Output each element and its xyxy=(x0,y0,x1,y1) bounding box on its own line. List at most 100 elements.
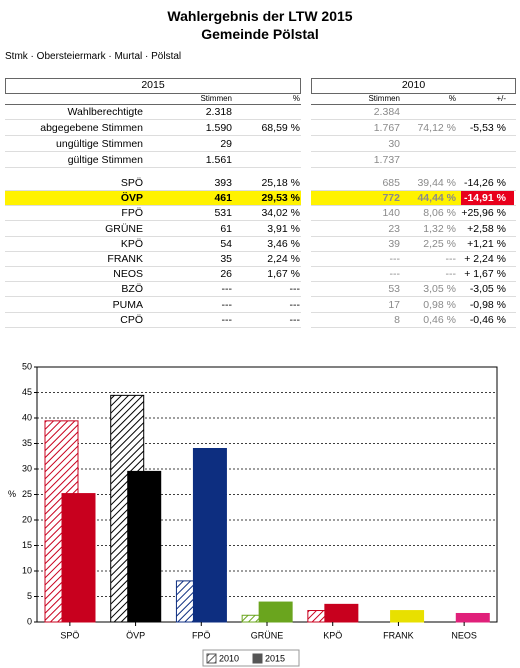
rule xyxy=(5,151,301,152)
rule xyxy=(311,311,516,313)
rule xyxy=(5,119,301,120)
cell: -14,26 % xyxy=(463,177,506,189)
rule xyxy=(311,104,516,105)
cell: 2.384 xyxy=(373,106,400,118)
row-label: FPÖ xyxy=(121,207,143,220)
cell: 1,32 % xyxy=(423,222,456,235)
row-label: abgegebene Stimmen xyxy=(40,122,143,134)
breadcrumb: Stmk · Obersteiermark · Murtal · Pölstal xyxy=(5,51,182,62)
y-axis-label: % xyxy=(8,489,16,499)
cell: 0,46 % xyxy=(423,313,456,326)
rule xyxy=(5,205,301,207)
row-label: Wahlberechtigte xyxy=(67,106,143,118)
cell: 8 xyxy=(394,313,400,326)
rule xyxy=(311,135,516,136)
row-label: ÖVP xyxy=(120,192,143,205)
cell: --- xyxy=(221,298,233,311)
cell: 30 xyxy=(388,138,400,150)
header-box xyxy=(311,78,516,94)
cell: 393 xyxy=(214,177,232,189)
cell: 2,24 % xyxy=(267,253,300,265)
cell: 8,06 % xyxy=(423,207,456,220)
cell: 3,46 % xyxy=(267,237,300,250)
row-label: gültige Stimmen xyxy=(67,154,143,166)
x-tick-label: FRANK xyxy=(383,630,414,640)
cell: 44,44 % xyxy=(417,192,456,205)
cell: 54 xyxy=(220,237,232,250)
bar xyxy=(390,610,425,623)
row-label: FRANK xyxy=(107,253,143,265)
cell: --- xyxy=(445,253,457,265)
cell: +/- xyxy=(496,94,506,103)
bar xyxy=(324,603,359,623)
cell: 3,91 % xyxy=(267,222,300,235)
rule xyxy=(5,311,301,313)
cell: -5,53 % xyxy=(469,122,506,134)
rule xyxy=(5,220,301,222)
cell: 2.318 xyxy=(205,106,232,118)
cell: 35 xyxy=(220,253,232,265)
cell: --- xyxy=(389,268,401,281)
cell: 39,44 % xyxy=(417,177,456,189)
header-box xyxy=(5,78,301,94)
rule xyxy=(311,205,516,207)
cell: 1.590 xyxy=(205,122,232,134)
bar xyxy=(258,601,293,623)
cell: --- xyxy=(289,313,301,326)
cell: 17 xyxy=(388,298,400,311)
cell: 29,53 % xyxy=(261,192,300,205)
cell: --- xyxy=(221,283,233,296)
x-tick-label: GRÜNE xyxy=(251,630,284,640)
cell: 68,59 % xyxy=(261,122,300,134)
y-tick-label: 5 xyxy=(27,591,32,601)
cell: 3,05 % xyxy=(423,283,456,296)
row-label: KPÖ xyxy=(120,237,143,250)
legend-box xyxy=(202,649,300,667)
rule xyxy=(311,151,516,152)
cell: 26 xyxy=(220,268,232,281)
x-tick-label: NEOS xyxy=(451,630,477,640)
legend-swatch xyxy=(252,653,263,664)
cell: 61 xyxy=(220,222,232,235)
row-label: GRÜNE xyxy=(105,222,143,235)
cell: -14,91 % xyxy=(463,192,506,205)
rule xyxy=(311,250,516,252)
rule xyxy=(311,119,516,120)
rule xyxy=(5,235,301,237)
legend-swatch xyxy=(206,653,217,664)
cell: % xyxy=(448,94,456,103)
rule xyxy=(5,135,301,136)
cell: -0,46 % xyxy=(469,313,506,326)
cell: 1.737 xyxy=(373,154,400,166)
rule xyxy=(311,281,516,283)
change-highlight xyxy=(461,191,514,207)
rule xyxy=(5,250,301,252)
bar xyxy=(61,493,96,623)
cell: 2,25 % xyxy=(423,237,456,250)
y-tick-label: 50 xyxy=(22,361,32,371)
y-tick-label: 25 xyxy=(22,489,32,499)
cell: 0,98 % xyxy=(423,298,456,311)
cell: 685 xyxy=(382,177,400,189)
cell: --- xyxy=(389,253,401,265)
rule xyxy=(311,266,516,267)
rule xyxy=(311,235,516,237)
rule xyxy=(5,104,301,105)
cell: Stimmen xyxy=(200,94,232,103)
legend-label: 2010 xyxy=(219,653,239,663)
cell: 74,12 % xyxy=(417,122,456,134)
bar xyxy=(192,447,227,623)
y-tick-label: 30 xyxy=(22,463,32,473)
cell: 53 xyxy=(388,283,400,296)
row-label: BZÖ xyxy=(121,283,143,296)
legend-label: 2015 xyxy=(265,653,285,663)
cell: + 1,67 % xyxy=(464,268,506,281)
y-tick-label: 35 xyxy=(22,438,32,448)
cell: 531 xyxy=(214,207,232,220)
rule xyxy=(5,167,301,168)
cell: --- xyxy=(445,268,457,281)
rule xyxy=(5,190,301,191)
rule xyxy=(5,281,301,283)
x-tick-label: FPÖ xyxy=(192,630,211,640)
cell: +2,58 % xyxy=(467,222,506,235)
